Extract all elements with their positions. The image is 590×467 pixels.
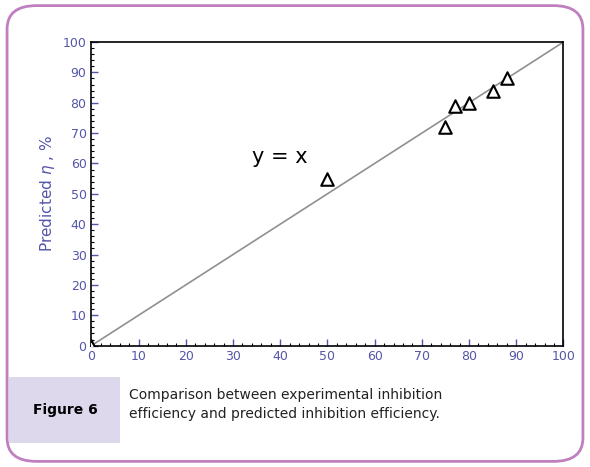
Y-axis label: Predicted $\eta$ , %: Predicted $\eta$ , % xyxy=(38,135,57,252)
Text: Figure 6: Figure 6 xyxy=(32,403,97,417)
Point xyxy=(450,102,460,109)
Point xyxy=(441,123,450,131)
FancyBboxPatch shape xyxy=(9,377,120,443)
Text: y = x: y = x xyxy=(252,148,307,168)
X-axis label: Measured  $\eta$ , %: Measured $\eta$ , % xyxy=(266,372,389,391)
Point xyxy=(87,342,96,349)
Point xyxy=(488,87,497,94)
Point xyxy=(502,75,512,82)
Point xyxy=(323,175,332,182)
Text: Comparison between experimental inhibition
efficiency and predicted inhibition e: Comparison between experimental inhibiti… xyxy=(129,388,442,421)
FancyBboxPatch shape xyxy=(9,360,581,460)
Point xyxy=(464,99,474,106)
